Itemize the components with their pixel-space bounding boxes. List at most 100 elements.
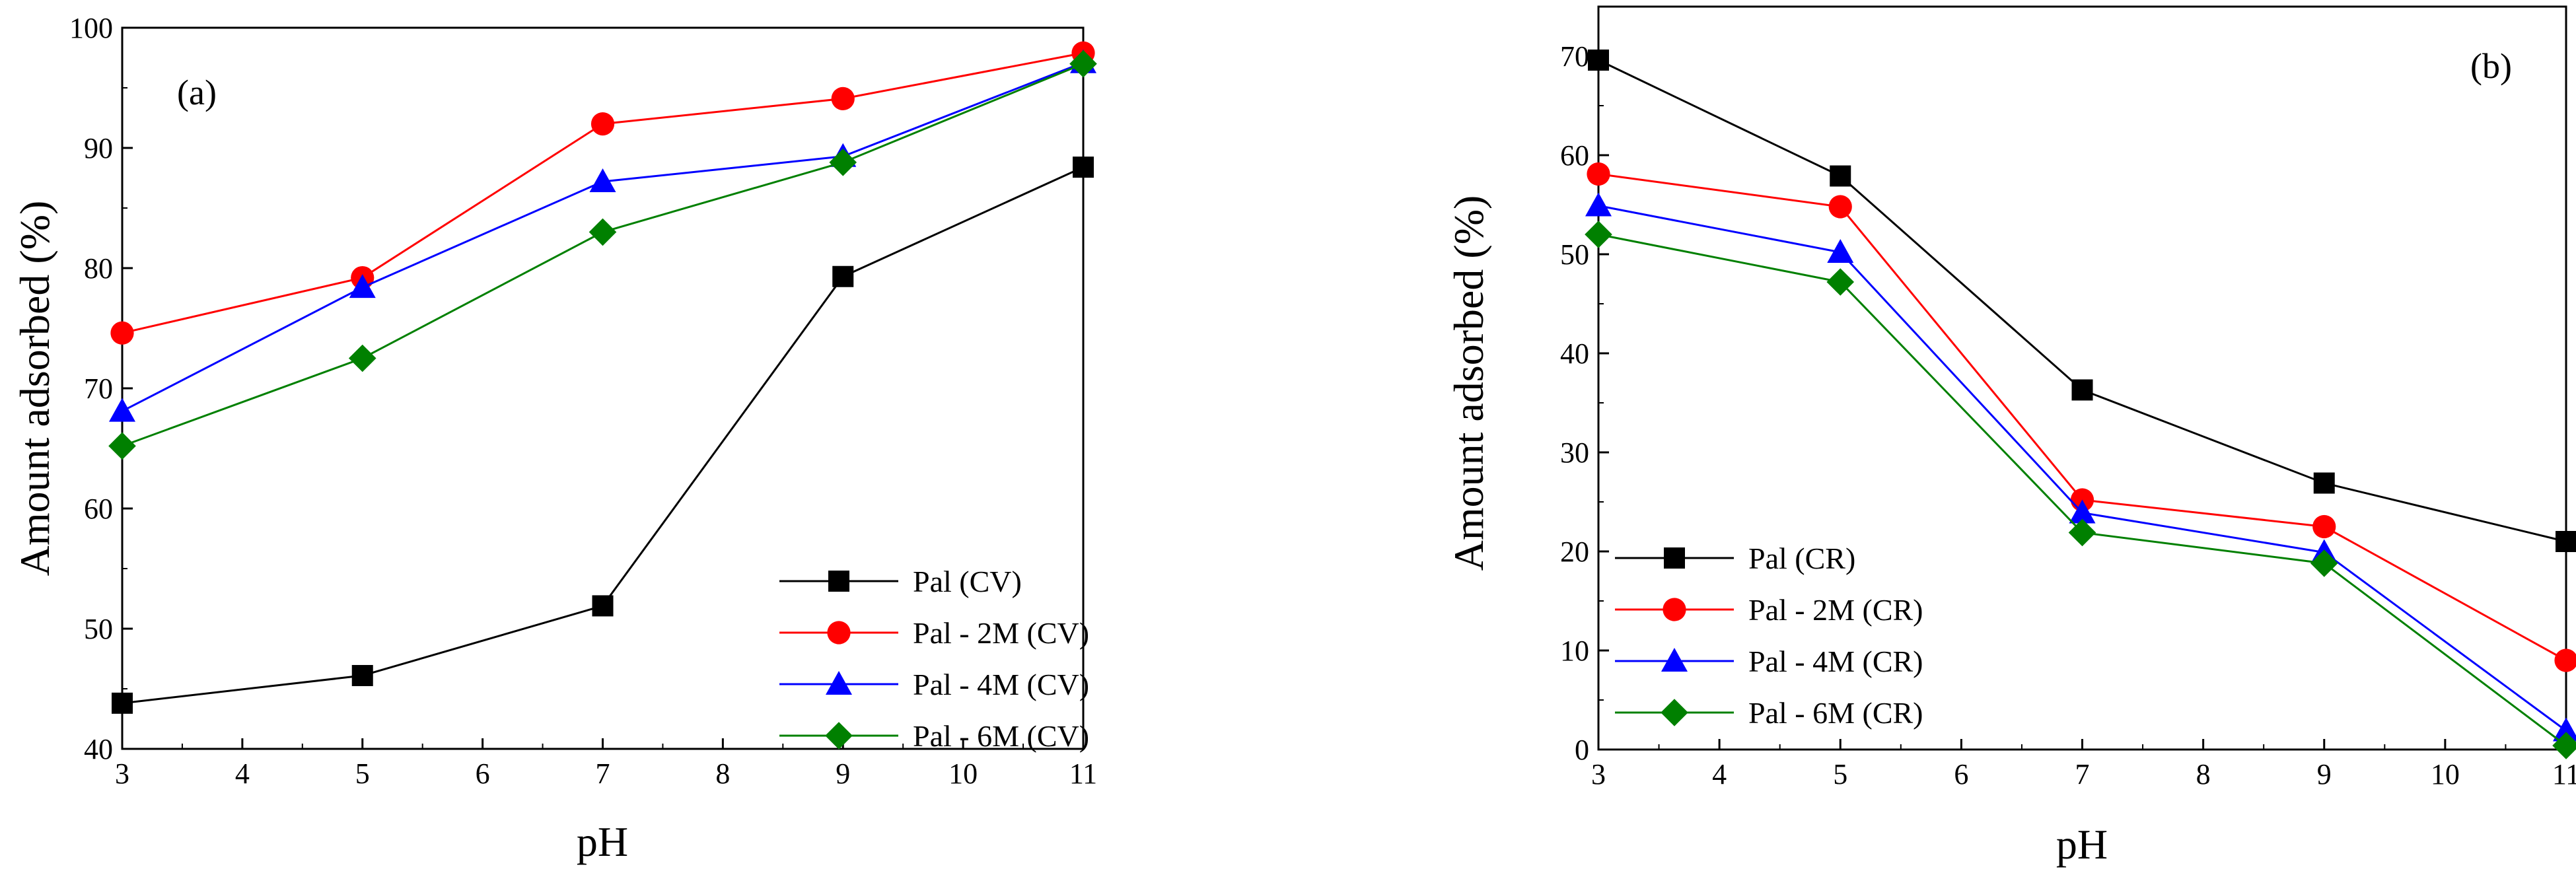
legend: Pal (CR) Pal - 2M (CR) Pal - 4M (CR) Pal - … bbox=[1615, 542, 1923, 730]
data-point bbox=[589, 168, 616, 192]
data-point bbox=[1585, 192, 1612, 217]
data-point bbox=[1073, 157, 1094, 178]
data-point bbox=[1587, 162, 1610, 186]
legend-entry: Pal - 4M (CV) bbox=[779, 668, 1089, 701]
series-group bbox=[1585, 50, 2576, 759]
data-point bbox=[2312, 514, 2336, 539]
x-tick-label: 8 bbox=[2196, 758, 2211, 790]
series-1 bbox=[1588, 50, 2576, 552]
y-tick-label: 20 bbox=[1560, 536, 1589, 568]
data-point bbox=[110, 321, 134, 345]
y-tick-label: 70 bbox=[1560, 40, 1589, 73]
legend-marker bbox=[1661, 699, 1688, 726]
legend-label: Pal - 2M (CR) bbox=[1748, 593, 1923, 627]
data-point bbox=[1826, 268, 1855, 296]
y-tick-label: 60 bbox=[1560, 139, 1589, 172]
data-point bbox=[2069, 499, 2096, 524]
legend-entry: Pal - 2M (CR) bbox=[1615, 593, 1923, 627]
y-tick-label: 60 bbox=[84, 493, 113, 525]
legend-label: Pal - 6M (CV) bbox=[913, 719, 1089, 753]
series-1 bbox=[112, 157, 1094, 714]
x-tick-label: 3 bbox=[115, 757, 129, 790]
series-3 bbox=[1585, 192, 2576, 742]
legend-marker bbox=[1663, 598, 1686, 621]
y-tick-label: 40 bbox=[1560, 337, 1589, 370]
series-4 bbox=[108, 50, 1097, 460]
legend-label: Pal (CV) bbox=[913, 565, 1022, 598]
legend-entry: Pal - 4M (CR) bbox=[1615, 645, 1923, 678]
data-point bbox=[108, 432, 136, 460]
y-axis-title: Amount adsorbed (%) bbox=[11, 201, 58, 577]
y-axis-title: Amount adsorbed (%) bbox=[1445, 195, 1492, 571]
y-tick-label: 50 bbox=[1560, 238, 1589, 271]
panel-label: (b) bbox=[2470, 46, 2512, 86]
legend-label: Pal - 4M (CR) bbox=[1748, 645, 1923, 678]
data-point bbox=[2071, 379, 2093, 401]
data-point bbox=[2313, 472, 2335, 494]
x-tick-label: 10 bbox=[948, 757, 978, 790]
data-point bbox=[2310, 549, 2338, 577]
x-axis-ticks: 3 4 5 6 7 8 9 10 11 bbox=[115, 738, 1097, 790]
data-point bbox=[1827, 239, 1854, 263]
data-point bbox=[592, 595, 614, 617]
legend-marker bbox=[1664, 547, 1685, 569]
x-tick-label: 7 bbox=[596, 757, 610, 790]
x-axis-title: pH bbox=[577, 818, 628, 865]
x-tick-label: 7 bbox=[2075, 758, 2090, 790]
chart-panel-b: 3 4 5 6 7 8 9 10 11 0 10 20 30 40 50 60 70 (b) pH Amoun… bbox=[1445, 5, 2576, 868]
x-tick-label: 9 bbox=[836, 757, 850, 790]
data-point bbox=[589, 218, 617, 246]
legend-entry: Pal - 6M (CR) bbox=[1615, 696, 1923, 730]
x-axis-title: pH bbox=[2056, 821, 2108, 868]
legend: Pal (CV) Pal - 2M (CV) Pal - 4M (CV) Pal - … bbox=[779, 565, 1089, 753]
y-tick-label: 90 bbox=[84, 132, 113, 164]
legend-entry: Pal (CV) bbox=[779, 565, 1022, 598]
legend-marker bbox=[828, 571, 849, 592]
x-tick-label: 5 bbox=[1833, 758, 1847, 790]
data-point bbox=[832, 265, 854, 287]
data-point bbox=[831, 87, 855, 110]
data-point bbox=[590, 112, 615, 136]
plot-area-frame bbox=[1597, 5, 2567, 751]
data-point bbox=[109, 398, 135, 422]
x-tick-label: 5 bbox=[355, 757, 370, 790]
y-tick-label: 70 bbox=[84, 372, 113, 405]
x-tick-label: 10 bbox=[2431, 758, 2460, 790]
data-point bbox=[351, 664, 373, 686]
data-point bbox=[112, 692, 133, 714]
series-line bbox=[122, 52, 1084, 334]
x-tick-label: 9 bbox=[2317, 758, 2332, 790]
legend-marker bbox=[1661, 648, 1688, 672]
data-point bbox=[2553, 717, 2576, 742]
data-point bbox=[1585, 221, 1612, 248]
x-axis-ticks: 3 4 5 6 7 8 9 10 11 bbox=[1591, 739, 2576, 790]
panel-label: (a) bbox=[177, 73, 217, 112]
chart-panel-a: 3 4 5 6 7 8 9 10 11 40 50 60 70 80 90 100 (a) pH Amoun… bbox=[11, 12, 1097, 865]
x-tick-label: 4 bbox=[1712, 758, 1727, 790]
series-2 bbox=[1587, 162, 2576, 672]
y-axis-ticks: 0 10 20 30 40 50 60 70 bbox=[1560, 40, 1609, 766]
y-axis-ticks: 40 50 60 70 80 90 100 bbox=[69, 12, 133, 765]
data-point bbox=[1588, 50, 1609, 71]
y-tick-label: 10 bbox=[1560, 635, 1589, 667]
legend-entry: Pal - 6M (CV) bbox=[779, 719, 1089, 753]
data-point bbox=[1830, 165, 1851, 187]
legend-label: Pal - 4M (CV) bbox=[913, 668, 1089, 701]
y-tick-label: 30 bbox=[1560, 437, 1589, 469]
legend-label: Pal - 2M (CV) bbox=[913, 616, 1089, 650]
series-line bbox=[1598, 205, 2567, 732]
legend-entry: Pal (CR) bbox=[1615, 542, 1855, 575]
legend-marker bbox=[826, 671, 852, 695]
data-point bbox=[829, 149, 857, 176]
data-point bbox=[2554, 648, 2576, 672]
data-point bbox=[2552, 732, 2576, 759]
x-tick-label: 11 bbox=[2552, 758, 2576, 790]
series-line bbox=[1598, 173, 2567, 662]
legend-marker bbox=[827, 621, 851, 645]
x-tick-label: 11 bbox=[1069, 757, 1097, 790]
y-tick-label: 50 bbox=[84, 613, 113, 645]
x-tick-label: 6 bbox=[1954, 758, 1968, 790]
data-point bbox=[348, 344, 376, 372]
x-tick-label: 8 bbox=[715, 757, 730, 790]
